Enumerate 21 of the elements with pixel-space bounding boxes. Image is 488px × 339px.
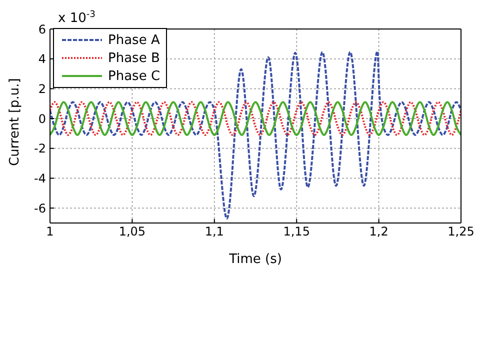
x-tick-label: 1,1 <box>204 224 224 239</box>
y-tick-label: 2 <box>38 82 46 96</box>
legend-label: Phase B <box>108 50 160 66</box>
y-tick-label: 0 <box>38 112 46 126</box>
legend-label: Phase A <box>108 32 160 48</box>
x-tick-label: 1,15 <box>283 224 310 239</box>
y-tick-label: -2 <box>34 142 46 156</box>
x-tick-label: 1,25 <box>448 224 474 239</box>
x-tick-label: 1,05 <box>118 224 146 239</box>
line-series <box>50 50 461 220</box>
y-tick-label: 4 <box>38 52 46 66</box>
x-tick-label: 1,2 <box>369 224 388 239</box>
y-tick-label: -4 <box>34 171 46 186</box>
x-tick-label: 1 <box>46 224 54 239</box>
y-tick-label: 6 <box>38 22 46 36</box>
x-axis-title: Time (s) <box>228 252 282 267</box>
line-series <box>50 101 461 136</box>
legend-label: Phase C <box>108 68 160 84</box>
text: x 10$^{-3}$ <box>58 10 96 26</box>
y-tick-label: -6 <box>34 201 46 216</box>
y-axis-title: Current [p.u.] <box>8 78 23 166</box>
